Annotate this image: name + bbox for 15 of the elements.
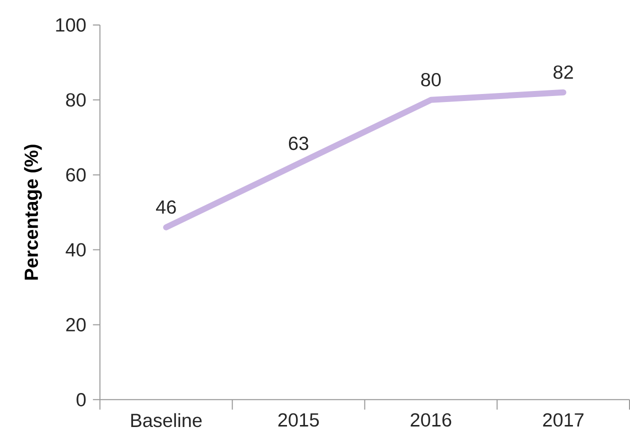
x-tick-label: 2017 bbox=[543, 413, 584, 427]
y-tick-label: 80 bbox=[66, 93, 86, 107]
y-tick-label: 100 bbox=[56, 18, 86, 32]
data-label: 63 bbox=[288, 136, 308, 150]
y-tick-label: 0 bbox=[76, 393, 86, 407]
y-axis-title: Percentage (%) bbox=[24, 144, 42, 280]
data-label: 46 bbox=[156, 200, 176, 214]
x-tick-label: 2015 bbox=[278, 413, 319, 427]
x-tick-label: Baseline bbox=[131, 413, 202, 428]
y-tick-label: 20 bbox=[66, 318, 86, 332]
y-tick-label: 40 bbox=[66, 243, 86, 257]
x-tick-label: 2016 bbox=[410, 413, 452, 427]
y-tick-label: 60 bbox=[66, 168, 86, 182]
data-label: 82 bbox=[554, 66, 573, 80]
data-label: 80 bbox=[421, 73, 441, 87]
